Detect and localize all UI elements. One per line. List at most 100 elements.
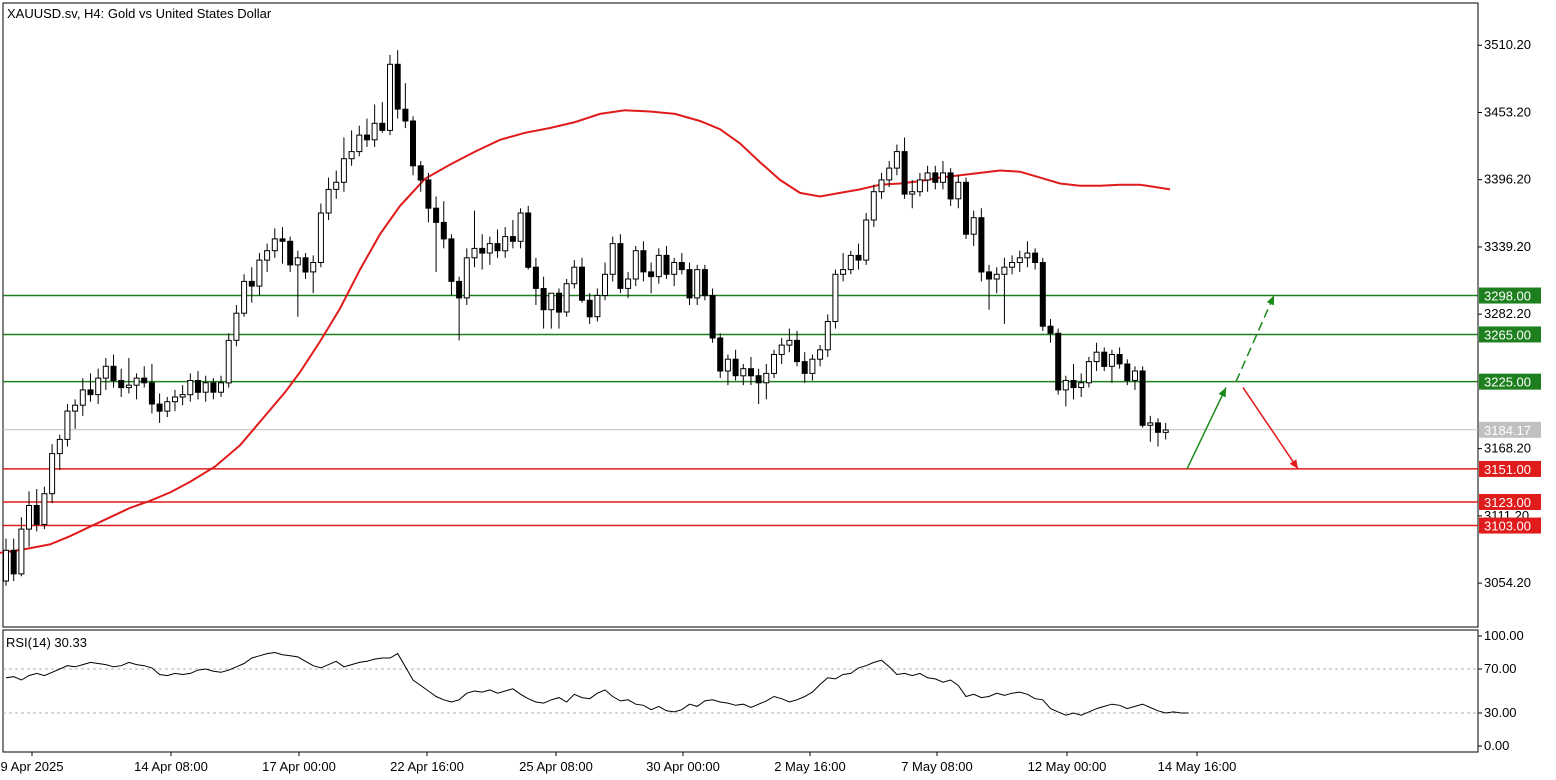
candle-body-bull [870, 191, 877, 221]
horizontal-levels [3, 294, 1478, 527]
candle-body-bull [594, 295, 601, 318]
price-tag-label: 3298.00 [1484, 289, 1531, 304]
candle-body-bull [41, 493, 48, 525]
rsi-tick-label: 100.00 [1484, 628, 1524, 643]
price-tick-label: 3510.20 [1484, 37, 1531, 52]
candle-body-bull [724, 358, 731, 372]
price-tick-label: 3054.20 [1484, 575, 1531, 590]
price-tag-box [1479, 326, 1541, 343]
candle-body-bull [893, 151, 900, 169]
candle-body-bear [456, 280, 463, 299]
candle-body-bull [3, 549, 9, 582]
candle-body-bull [310, 262, 317, 273]
candle-body-bear [586, 299, 593, 318]
candle-body-bull [1062, 380, 1069, 391]
price-tick-label: 3453.20 [1484, 104, 1531, 119]
candle-body-bull [56, 438, 63, 455]
price-tick-label: 3168.20 [1484, 441, 1531, 456]
candle-body-bull [471, 247, 478, 259]
candle-body-bull [72, 404, 79, 412]
candle-body-bear [1047, 325, 1054, 334]
candle-body-bear [717, 337, 724, 372]
candle-body-bull [125, 384, 132, 389]
candle-body-bear [640, 250, 647, 273]
candle-body-bear [479, 247, 486, 254]
price-tag-label: 3123.00 [1484, 495, 1531, 510]
candle-body-bear [402, 108, 409, 122]
candle-body-bull [18, 528, 25, 575]
candle-body-bear [148, 382, 155, 405]
candle-body-bull [563, 283, 570, 313]
candle-body-bull [133, 377, 140, 386]
candle-body-bear [425, 179, 432, 209]
candle-body-bear [1101, 351, 1108, 367]
candle-body-bull [1078, 382, 1085, 388]
rsi-tick-label: 30.00 [1484, 705, 1517, 720]
price-tag-label: 3151.00 [1484, 462, 1531, 477]
price-tag-box [1479, 517, 1541, 534]
candle-body-bear [963, 181, 969, 235]
candle-body-bear [732, 358, 739, 377]
candle-body-bull [264, 250, 271, 261]
price-tag-box [1479, 373, 1541, 390]
candle-body-bull [371, 122, 378, 141]
price-tag-label: 3103.00 [1484, 519, 1531, 534]
moving-average [0, 109, 1171, 554]
candle-body-bull [102, 365, 109, 379]
candle-body-bear [525, 212, 532, 268]
candle-body-bear [287, 240, 294, 266]
time-tick-label: 12 May 00:00 [1028, 759, 1107, 774]
candle-body-bear [141, 377, 148, 384]
candle-body-bull [1132, 370, 1138, 381]
candle-body-bull [486, 243, 493, 254]
candle-body-bull [1108, 354, 1115, 367]
candle-body-bull [79, 389, 86, 406]
price-tag-box [1479, 287, 1541, 304]
candle-body-bull [863, 219, 870, 261]
candle-body-bull [940, 172, 946, 183]
price-tick-label: 3282.20 [1484, 306, 1531, 321]
candle-body-bull [179, 394, 186, 398]
candle-body-bull [817, 349, 824, 360]
rsi-line [5, 651, 1189, 716]
time-tick-label: 9 Apr 2025 [1, 759, 64, 774]
candle-body-bear [986, 271, 992, 280]
candle-body-bull [348, 151, 355, 160]
price-tick-label: 3396.20 [1484, 172, 1531, 187]
candle-body-bear [755, 375, 762, 384]
price-tag-label: 3225.00 [1484, 375, 1531, 390]
candle-body-bull [609, 243, 616, 275]
candle-body-bull [1093, 351, 1100, 363]
candle-body-bear [801, 361, 808, 374]
time-tick-label: 2 May 16:00 [774, 759, 846, 774]
candle-body-bear [978, 217, 985, 273]
candle-body-bull [548, 292, 555, 311]
candle-body-bear [701, 269, 708, 297]
candle-body-bear [1116, 354, 1123, 365]
projection-arrowhead-2 [1266, 295, 1275, 306]
price-tag-box [1479, 421, 1541, 438]
time-tick-label: 14 Apr 08:00 [134, 759, 208, 774]
candle-body-bull [602, 273, 608, 296]
candle-body-bull [786, 339, 793, 346]
candle-body-bull [517, 212, 524, 242]
candle-body-bull [241, 280, 248, 314]
candle-body-bull [840, 269, 847, 275]
candle-body-bull [778, 344, 785, 356]
price-tag-box [1479, 460, 1541, 477]
candle-body-bull [95, 377, 102, 396]
candle-body-bull [809, 358, 816, 374]
candle-body-bear [532, 266, 539, 289]
candle-body-bear [855, 254, 862, 261]
candle-body-bear [556, 292, 562, 313]
candle-body-bear [901, 151, 908, 195]
time-tick-label: 25 Apr 08:00 [519, 759, 593, 774]
candle-body-bull [340, 158, 347, 183]
candle-body-bull [164, 401, 171, 412]
candle-body-bear [248, 280, 255, 287]
candle-body-bear [1155, 422, 1161, 433]
candle-body-bear [302, 257, 309, 273]
candle-body-bull [916, 179, 923, 193]
candle-body-bear [33, 505, 40, 525]
